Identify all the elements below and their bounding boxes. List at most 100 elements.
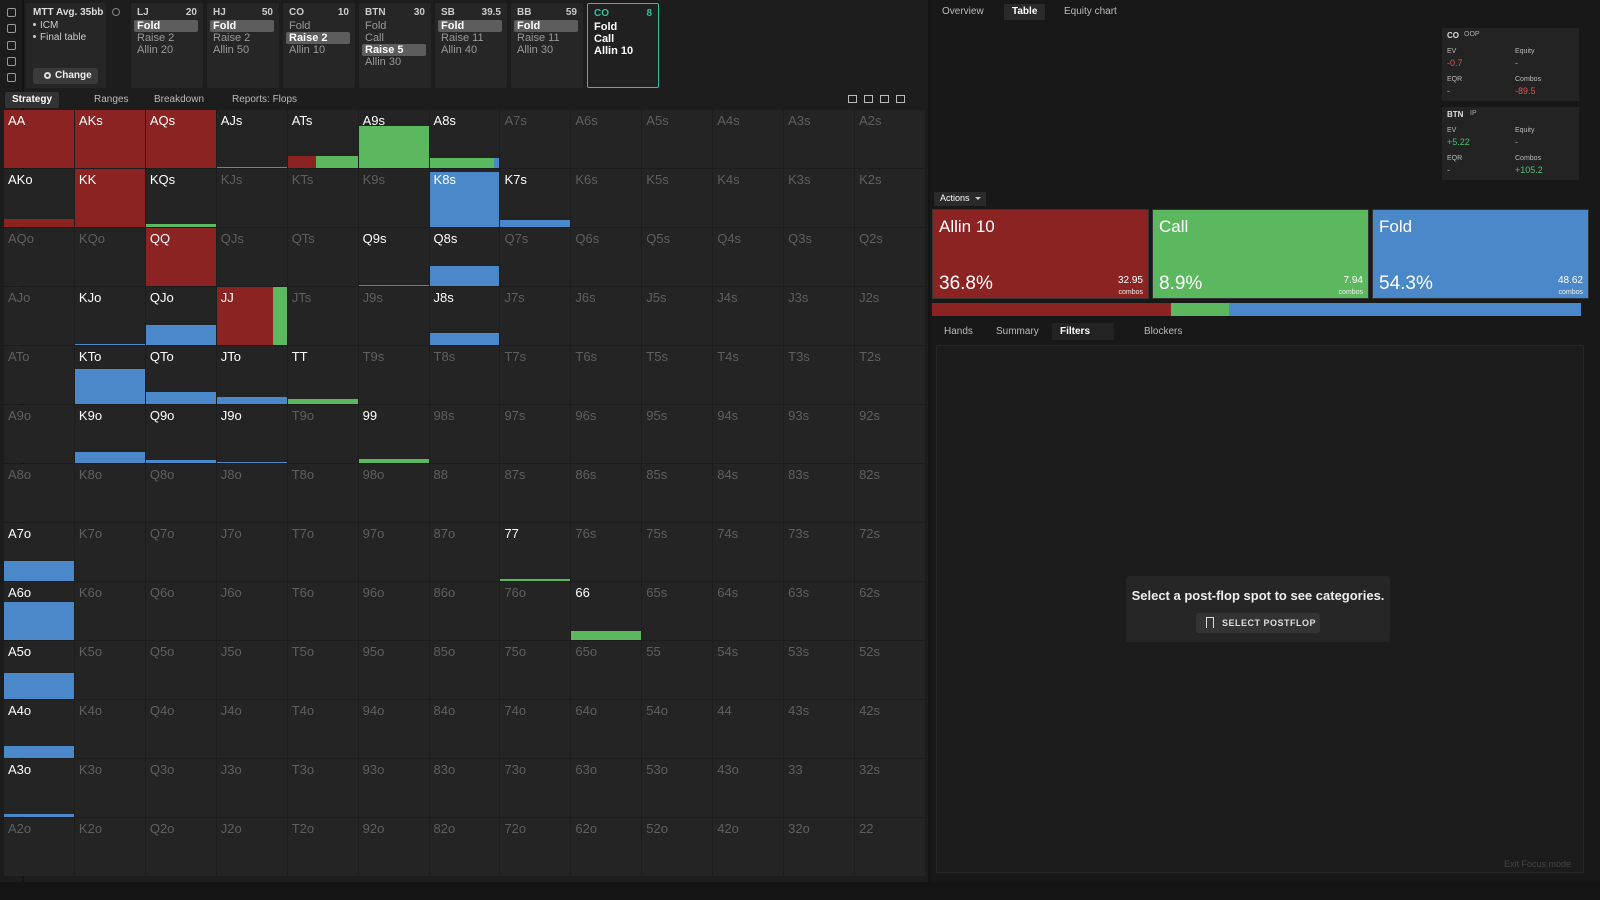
hand-cell[interactable]: Q6s (571, 228, 642, 286)
hand-cell[interactable]: ATo (4, 346, 74, 404)
position-action[interactable]: Fold (365, 20, 387, 32)
hand-cell[interactable]: J4s (713, 287, 784, 345)
hand-cell[interactable]: 33 (784, 759, 855, 817)
hand-cell[interactable]: 84o (429, 700, 500, 758)
hand-cell[interactable]: 94s (713, 405, 784, 463)
hand-cell[interactable]: K3s (784, 169, 855, 227)
position-column[interactable]: CO 10 Fold Raise 2 Allin 10 (283, 3, 355, 88)
hand-cell[interactable]: T5o (287, 641, 358, 699)
hand-cell[interactable]: QTo (145, 346, 216, 404)
hand-cell[interactable]: J2o (216, 818, 287, 876)
hand-cell[interactable]: KQs (145, 169, 216, 227)
hand-cell[interactable]: T3s (784, 346, 855, 404)
hand-cell[interactable]: J6o (216, 582, 287, 640)
hand-cell[interactable]: QJs (216, 228, 287, 286)
hand-cell[interactable]: TT (287, 346, 358, 404)
hand-cell[interactable]: A6o (4, 582, 74, 640)
position-action[interactable]: Raise 11 (517, 32, 560, 44)
hand-cell[interactable]: K9s (358, 169, 429, 227)
hand-cell[interactable]: 64s (713, 582, 784, 640)
tab[interactable]: Reports: Flops (232, 94, 298, 105)
position-action[interactable]: Allin 10 (289, 44, 326, 56)
hand-cell[interactable]: A8o (4, 464, 74, 522)
hand-cell[interactable]: 55 (642, 641, 713, 699)
position-action[interactable]: Allin 30 (517, 44, 554, 56)
hand-cell[interactable]: 88 (429, 464, 500, 522)
hand-cell[interactable]: K6o (74, 582, 145, 640)
action-card[interactable]: Fold 54.3% 48.62 combos (1372, 209, 1589, 299)
hand-cell[interactable]: 63o (571, 759, 642, 817)
hand-cell[interactable]: A9o (4, 405, 74, 463)
hand-cell[interactable]: 85o (429, 641, 500, 699)
position-action[interactable]: Call (594, 33, 615, 45)
hand-cell[interactable]: Q2o (145, 818, 216, 876)
hand-cell[interactable]: T2o (287, 818, 358, 876)
hand-cell[interactable]: 54o (642, 700, 713, 758)
hand-cell[interactable]: 62s (855, 582, 925, 640)
hand-cell[interactable]: Q6o (145, 582, 216, 640)
hand-cell[interactable]: KTs (287, 169, 358, 227)
hand-cell[interactable]: 43o (713, 759, 784, 817)
hand-cell[interactable]: 83o (429, 759, 500, 817)
hand-cell[interactable]: 92o (358, 818, 429, 876)
position-action[interactable]: Fold (210, 20, 274, 32)
position-action[interactable]: Fold (514, 20, 578, 32)
hand-cell[interactable]: K4s (713, 169, 784, 227)
bottom-tab[interactable]: Hands (944, 326, 973, 337)
hand-cell[interactable]: 54s (713, 641, 784, 699)
position-action[interactable]: Raise 2 (286, 32, 350, 44)
position-action[interactable]: Fold (594, 21, 618, 33)
hand-cell[interactable]: 74o (500, 700, 571, 758)
hand-cell[interactable]: Q2s (855, 228, 925, 286)
sidebar-icon[interactable] (7, 73, 16, 82)
hand-cell[interactable]: 76s (571, 523, 642, 581)
hand-cell[interactable]: J2s (855, 287, 925, 345)
hand-cell[interactable]: 95s (642, 405, 713, 463)
hand-cell[interactable]: K8s (429, 169, 500, 227)
hand-cell[interactable]: Q3s (784, 228, 855, 286)
hand-cell[interactable]: 97s (500, 405, 571, 463)
hand-cell[interactable]: J5s (642, 287, 713, 345)
hand-cell[interactable]: 92s (855, 405, 925, 463)
hand-cell[interactable]: 63s (784, 582, 855, 640)
hand-cell[interactable]: 66 (571, 582, 642, 640)
hand-cell[interactable]: 74s (713, 523, 784, 581)
hand-cell[interactable]: K5o (74, 641, 145, 699)
hand-cell[interactable]: KQo (74, 228, 145, 286)
hand-cell[interactable]: T4s (713, 346, 784, 404)
bottom-tab[interactable]: Blockers (1144, 326, 1183, 337)
position-action[interactable]: Allin 30 (365, 56, 402, 68)
swap-icon[interactable] (112, 8, 120, 16)
hand-cell[interactable]: KTo (74, 346, 145, 404)
hand-cell[interactable]: A2s (855, 110, 925, 168)
hand-cell[interactable]: K5s (642, 169, 713, 227)
action-card[interactable]: Allin 10 36.8% 32.95 combos (932, 209, 1149, 299)
hand-cell[interactable]: K9o (74, 405, 145, 463)
hand-cell[interactable]: J6s (571, 287, 642, 345)
view-icon[interactable] (880, 95, 889, 103)
hand-cell[interactable]: A7s (500, 110, 571, 168)
position-action[interactable]: Raise 2 (213, 32, 251, 44)
position-column[interactable]: LJ 20 Fold Raise 2 Allin 20 (131, 3, 203, 88)
hand-cell[interactable]: 93s (784, 405, 855, 463)
position-column[interactable]: HJ 50 Fold Raise 2 Allin 50 (207, 3, 279, 88)
hand-cell[interactable]: T8s (429, 346, 500, 404)
hand-cell[interactable]: 32s (855, 759, 925, 817)
position-column[interactable]: BB 59 Fold Raise 11 Allin 30 (511, 3, 583, 88)
hand-cell[interactable]: 44 (713, 700, 784, 758)
hand-cell[interactable]: J7o (216, 523, 287, 581)
hand-cell[interactable]: 62o (571, 818, 642, 876)
hand-cell[interactable]: 76o (500, 582, 571, 640)
hand-cell[interactable]: AKo (4, 169, 74, 227)
hand-cell[interactable]: T5s (642, 346, 713, 404)
hand-cell[interactable]: A8s (429, 110, 500, 168)
hand-cell[interactable]: 53o (642, 759, 713, 817)
hand-cell[interactable]: Q9s (358, 228, 429, 286)
postflop-button[interactable]: SELECT POSTFLOP (1196, 613, 1320, 633)
hand-cell[interactable]: Q9o (145, 405, 216, 463)
hand-cell[interactable]: 42s (855, 700, 925, 758)
hand-cell[interactable]: 72s (855, 523, 925, 581)
bottom-tab[interactable]: Summary (996, 326, 1039, 337)
hand-cell[interactable]: AJs (216, 110, 287, 168)
hand-cell[interactable]: A3o (4, 759, 74, 817)
